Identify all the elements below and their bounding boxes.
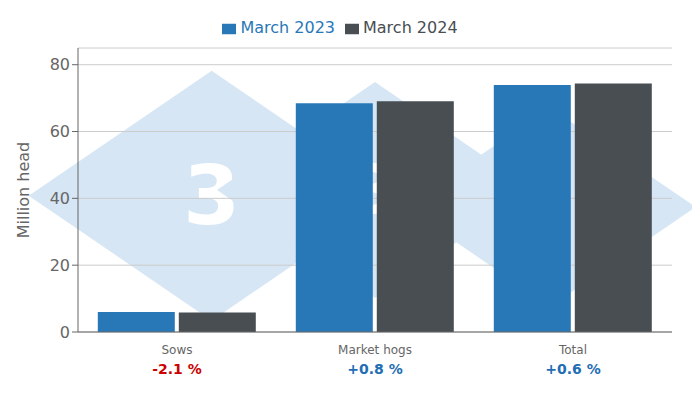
svg-text:3: 3 [183,148,240,244]
html-text:March 2024: March 2024 [363,18,458,37]
svg-text:80: 80 [50,55,70,74]
svg-text:60: 60 [50,122,70,141]
svg-text:40: 40 [50,189,70,208]
svg-text:20: 20 [50,256,70,275]
svg-text:Million head: Million head [14,142,33,239]
html-text:March 2023: March 2023 [240,18,335,37]
svg-text:0: 0 [60,323,70,342]
svg-text:Sows: Sows [161,343,192,357]
svg-text:Total: Total [558,343,587,357]
svg-text:+0.8 %: +0.8 % [347,361,402,377]
svg-text:+0.6 %: +0.6 % [545,361,600,377]
svg-text:-2.1 %: -2.1 % [152,361,202,377]
svg-text:Market hogs: Market hogs [338,343,412,357]
